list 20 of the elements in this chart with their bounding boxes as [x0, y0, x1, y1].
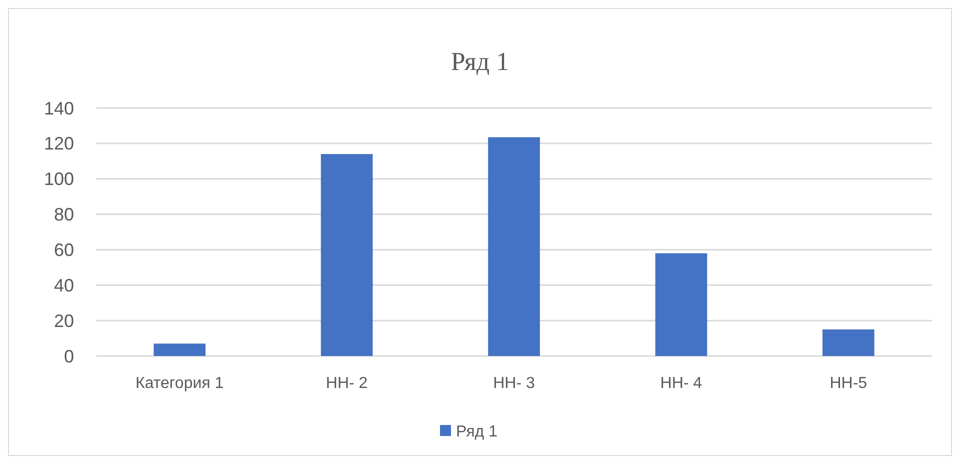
- x-tick-label: НН- 4: [660, 375, 702, 392]
- y-tick-label: 20: [54, 310, 74, 331]
- y-tick-label: 0: [64, 346, 74, 366]
- x-tick-label: Категория 1: [136, 375, 224, 392]
- y-tick-label: 40: [54, 275, 74, 296]
- chart-title: Ряд 1: [450, 47, 510, 76]
- bar: [488, 137, 540, 356]
- bar: [320, 154, 373, 356]
- x-tick-label: НН-5: [830, 375, 868, 392]
- y-tick-label: 60: [54, 240, 74, 260]
- bar: [655, 253, 708, 356]
- x-tick-label: НН- 2: [326, 375, 368, 392]
- y-tick-label: 120: [44, 134, 74, 154]
- x-tick-label: НН- 3: [493, 375, 535, 392]
- y-tick-label: 80: [54, 204, 74, 225]
- bar: [822, 329, 874, 356]
- y-tick-label: 140: [44, 98, 74, 118]
- bar: [154, 344, 206, 356]
- y-tick-label: 100: [44, 169, 74, 190]
- legend-label: Ряд 1: [456, 424, 498, 441]
